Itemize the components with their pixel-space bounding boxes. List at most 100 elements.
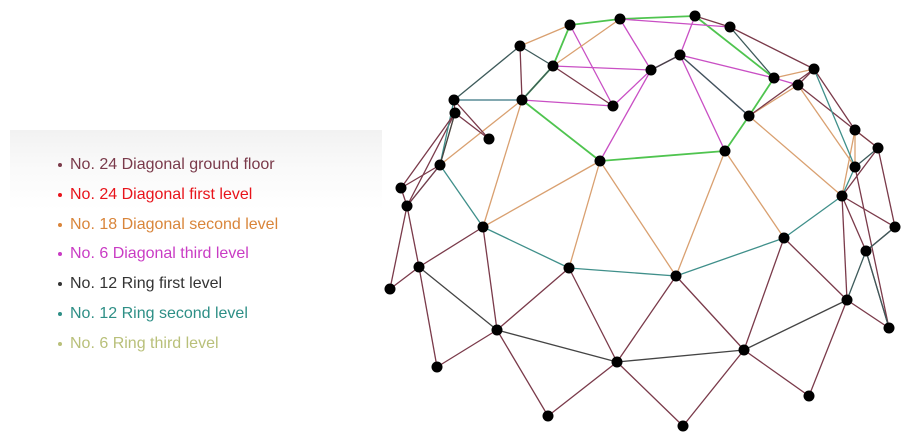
dome-strut <box>400 112 456 189</box>
dome-node <box>689 10 701 22</box>
dome-node <box>849 161 861 173</box>
dome-strut <box>846 250 867 301</box>
legend-item-diagonal-first-level: No. 24 Diagonal first level <box>58 180 382 210</box>
dome-strut <box>865 226 896 252</box>
dome-strut <box>599 150 726 162</box>
dome-strut <box>841 129 856 197</box>
dome-strut <box>569 24 614 107</box>
dome-strut <box>552 65 614 107</box>
dome-edges <box>389 15 896 427</box>
legend-label: No. 18 Diagonal second level <box>70 215 279 233</box>
dome-strut <box>841 195 896 228</box>
dome-strut <box>454 112 490 140</box>
legend-bullet-icon <box>58 282 62 287</box>
dome-node <box>542 410 554 422</box>
dome-strut <box>808 299 848 397</box>
dome-strut <box>729 26 815 70</box>
dome-strut <box>694 15 775 79</box>
legend-item-ring-first-level: No. 12 Ring first level <box>58 269 382 299</box>
dome-node <box>645 64 657 76</box>
dome-strut <box>519 24 571 47</box>
legend-bullet-icon <box>58 222 62 227</box>
dome-strut <box>679 15 696 56</box>
dome-node <box>808 63 820 75</box>
dome-node <box>768 72 780 84</box>
dome-node <box>670 270 682 282</box>
dome-strut <box>521 65 554 101</box>
dome-node <box>677 420 689 432</box>
legend-label: No. 12 Ring first level <box>70 275 223 293</box>
dome-strut <box>599 160 677 277</box>
dome-strut <box>797 84 856 131</box>
dome-node <box>889 221 901 233</box>
dome-strut <box>519 45 523 101</box>
dome-strut <box>389 266 420 290</box>
legend-label: No. 24 Diagonal ground floor <box>70 156 275 173</box>
legend-item-ring-second-level: No. 12 Ring second level <box>58 299 382 329</box>
dome-strut <box>846 299 890 329</box>
dome-strut <box>552 18 621 67</box>
dome-strut <box>482 160 601 228</box>
dome-strut <box>748 68 815 117</box>
legend-bullet-icon <box>58 341 62 346</box>
dome-node <box>563 262 575 274</box>
dome-strut <box>743 349 810 397</box>
dome-strut <box>616 275 677 363</box>
dome-node <box>743 110 755 122</box>
dome-strut <box>783 195 843 239</box>
dome-node <box>778 232 790 244</box>
dome-node <box>719 145 731 157</box>
legend-item-ring-third-level: No. 6 Ring third level <box>58 329 382 359</box>
legend-bullet-icon <box>58 311 62 316</box>
dome-node <box>483 133 495 145</box>
dome-strut <box>453 45 521 101</box>
dome-node <box>434 159 446 171</box>
dome-strut <box>406 205 420 268</box>
dome-strut <box>694 15 731 28</box>
dome-strut <box>400 164 441 189</box>
dome-strut <box>841 147 879 197</box>
dome-node <box>594 155 606 167</box>
dome-node <box>614 13 626 25</box>
dome-strut <box>679 54 775 79</box>
dome-strut <box>841 195 848 301</box>
dome-node <box>841 294 853 306</box>
dome-strut <box>521 99 601 162</box>
dome-node <box>674 49 686 61</box>
dome-node <box>384 283 396 295</box>
dome-strut <box>568 267 677 277</box>
legend-panel: No. 24 Diagonal ground floor No. 24 Diag… <box>10 130 382 400</box>
dome-strut <box>679 54 750 117</box>
dome-strut <box>813 68 856 168</box>
dome-node <box>547 60 559 72</box>
dome-strut <box>748 115 843 197</box>
dome-strut <box>773 68 815 79</box>
legend-item-diagonal-second-level: No. 18 Diagonal second level <box>58 210 382 240</box>
dome-node <box>449 107 461 119</box>
legend-item-diagonal-ground-floor: No. 24 Diagonal ground floor <box>58 150 382 180</box>
dome-strut <box>675 150 726 277</box>
dome-strut <box>519 45 554 67</box>
legend-bullet-icon <box>58 192 62 197</box>
dome-node <box>564 19 576 31</box>
dome-strut <box>521 99 614 107</box>
dome-strut <box>616 349 745 363</box>
legend-bullet-icon <box>58 252 62 257</box>
dome-strut <box>547 361 618 417</box>
dome-strut <box>496 267 570 331</box>
dome-node <box>448 94 460 106</box>
dome-strut <box>724 115 750 152</box>
dome-node <box>431 361 443 373</box>
dome-strut <box>496 329 549 417</box>
dome-node <box>395 182 407 194</box>
dome-strut <box>453 99 490 140</box>
dome-strut <box>783 237 848 301</box>
dome-node <box>803 390 815 402</box>
dome-strut <box>439 112 456 166</box>
dome-strut <box>418 266 498 331</box>
dome-node <box>724 21 736 33</box>
dome-node <box>849 124 861 136</box>
dome-strut <box>569 18 621 26</box>
dome-node <box>792 79 804 91</box>
dome-strut <box>813 68 856 131</box>
